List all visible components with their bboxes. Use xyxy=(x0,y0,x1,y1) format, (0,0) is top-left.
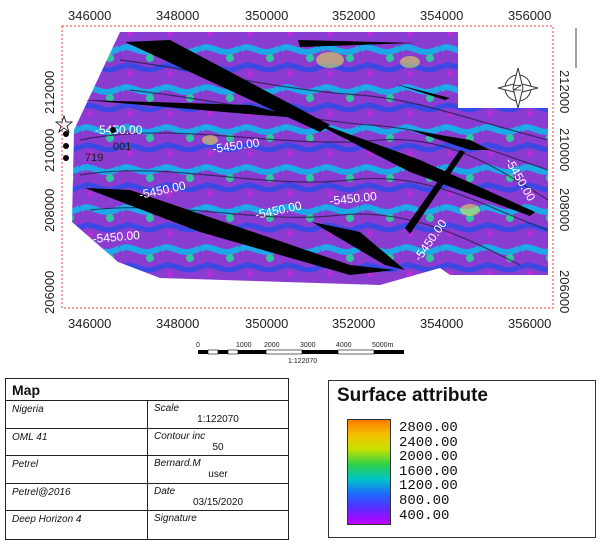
info-cell: Bernard.M user xyxy=(148,456,288,483)
svg-text:N: N xyxy=(511,84,522,91)
well-marker[interactable] xyxy=(63,131,69,137)
fault-polygon xyxy=(405,150,465,234)
scale-ratio: 1:122070 xyxy=(288,358,317,365)
legend-tick: 1600.00 xyxy=(399,463,458,480)
x-tick-label: 356000 xyxy=(508,316,551,331)
well-marker[interactable] xyxy=(110,127,116,133)
info-cell: Contour inc 50 xyxy=(148,429,288,456)
y-tick-label: 212000 xyxy=(557,70,572,113)
legend-ticks: 2800.00 2400.00 2000.00 1600.00 1200.00 … xyxy=(399,421,458,523)
y-tick-label: 212000 xyxy=(42,71,57,114)
y-tick-label: 206000 xyxy=(42,271,57,314)
info-cell: Scale 1:122070 xyxy=(148,401,288,428)
info-cell: OML 41 xyxy=(6,428,148,455)
x-tick-label: 352000 xyxy=(332,8,375,23)
info-cell: Petrel xyxy=(6,456,148,483)
scale-tick-label: 1000 xyxy=(236,342,252,349)
contour-label: -5450.00 xyxy=(92,228,141,246)
info-value: 03/15/2020 xyxy=(192,496,244,508)
info-label: Date xyxy=(154,485,176,497)
x-tick-label: 354000 xyxy=(420,316,463,331)
info-label: Contour inc xyxy=(154,430,206,442)
x-tick-label: 346000 xyxy=(68,8,111,23)
info-cell: Petrel@2016 xyxy=(6,483,148,510)
map-info-table: Map Nigeria Scale 1:122070 OML 41 Contou… xyxy=(5,378,289,540)
y-tick-label: 208000 xyxy=(42,189,57,232)
info-cell: Signature xyxy=(148,511,288,539)
scale-tick-label: 3000 xyxy=(300,342,316,349)
info-cell: Deep Horizon 4 xyxy=(6,511,148,539)
scale-tick-label: 0 xyxy=(196,342,200,349)
map-frame xyxy=(61,25,554,309)
fault-polygon xyxy=(305,118,535,216)
fault-polygon xyxy=(84,100,300,118)
info-row: Petrel@2016 Date 03/15/2020 xyxy=(6,483,288,511)
legend-tick: 2000.00 xyxy=(399,449,458,466)
fault-polygon xyxy=(312,222,405,270)
well-markers: 001 719 xyxy=(54,114,131,164)
x-tick-label: 350000 xyxy=(245,316,288,331)
info-row: Nigeria Scale 1:122070 xyxy=(6,401,288,429)
x-tick-label: 348000 xyxy=(156,8,199,23)
legend-tick: 400.00 xyxy=(399,507,450,524)
attribute-surface xyxy=(72,32,548,285)
fault-polygon xyxy=(125,40,330,132)
legend-tick: 1200.00 xyxy=(399,478,458,495)
y-tick-label: 206000 xyxy=(557,270,572,313)
legend-color-bar xyxy=(347,419,391,525)
scale-bar-area: 0 1000 2000 3000 4000 5000m 1:122070 xyxy=(196,342,404,365)
scale-tick-label: 4000 xyxy=(336,342,352,349)
info-title: Map xyxy=(6,379,288,401)
well-star-icon xyxy=(54,114,74,134)
y-tick-label: 208000 xyxy=(557,188,572,231)
legend-title: Surface attribute xyxy=(337,385,488,406)
info-label: Bernard.M xyxy=(154,458,201,469)
info-cell: Date 03/15/2020 xyxy=(148,484,288,511)
legend-tick: 2400.00 xyxy=(399,434,458,451)
surface-attribute-legend: Surface attribute 2800.00 2400.00 2000.0… xyxy=(328,380,596,538)
info-row: Petrel Bernard.M user xyxy=(6,456,288,484)
fault-polygons xyxy=(84,40,535,275)
surface-map: -5450.00-5450.00-5450.00-5450.00-5450.00… xyxy=(42,8,577,331)
fault-polygon xyxy=(395,84,450,100)
legend-tick: 800.00 xyxy=(399,492,450,509)
info-value: user xyxy=(208,469,228,480)
y-tick-label: 210000 xyxy=(557,128,572,171)
fault-polygon xyxy=(85,188,395,275)
info-cell: Nigeria xyxy=(6,401,148,428)
scale-tick-label: 2000 xyxy=(264,342,280,349)
fault-polygon xyxy=(410,130,490,150)
x-tick-label: 354000 xyxy=(420,8,463,23)
y-tick-label: 210000 xyxy=(42,129,57,172)
fault-polygon xyxy=(298,40,415,47)
well-label: 001 xyxy=(113,141,131,153)
x-tick-label: 352000 xyxy=(332,316,375,331)
info-value: 1:122070 xyxy=(197,414,239,425)
x-tick-label: 356000 xyxy=(508,8,551,23)
scale-tick-label: 5000m xyxy=(372,342,394,349)
x-tick-label: 350000 xyxy=(245,8,288,23)
contour-label: -5450.00 xyxy=(211,135,260,156)
info-value: 50 xyxy=(212,441,224,453)
x-tick-label: 348000 xyxy=(156,316,199,331)
well-label: 719 xyxy=(85,152,103,164)
info-label: Signature xyxy=(154,513,197,524)
legend-tick: 2800.00 xyxy=(399,420,458,436)
info-label: Scale xyxy=(154,403,180,414)
x-tick-label: 346000 xyxy=(68,316,111,331)
well-marker[interactable] xyxy=(63,155,69,161)
compass-north-icon: N xyxy=(497,67,539,109)
contour-label: -5450.00 xyxy=(95,123,143,137)
contour-label: -5450.00 xyxy=(329,189,378,208)
info-row: OML 41 Contour inc 50 xyxy=(6,428,288,456)
well-marker[interactable] xyxy=(63,143,69,149)
info-row: Deep Horizon 4 Signature xyxy=(6,511,288,539)
